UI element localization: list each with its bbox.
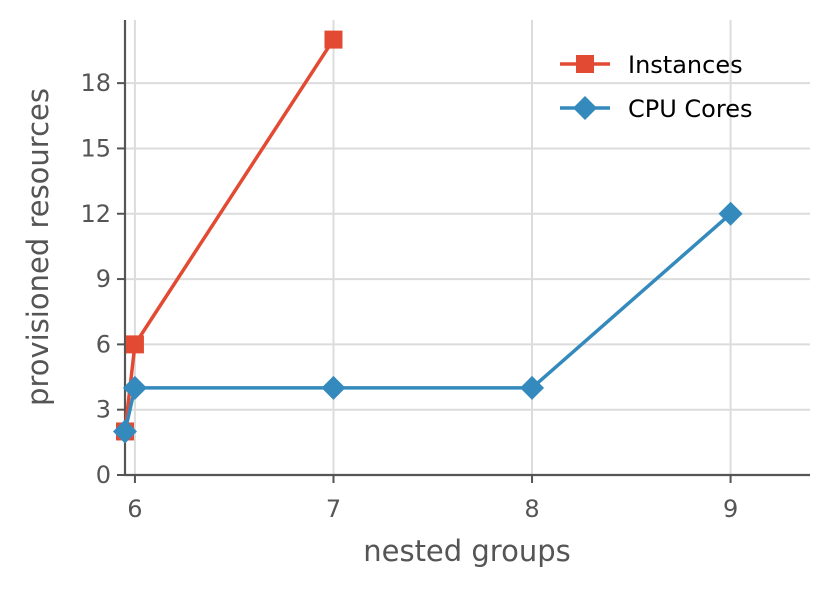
legend-entry-cpu-cores: CPU Cores [560, 95, 752, 123]
legend-entry-instances: Instances [560, 51, 743, 79]
x-tick-label: 7 [326, 495, 341, 523]
legend-label: Instances [628, 51, 743, 79]
cpu-cores-marker [113, 419, 137, 444]
grid [125, 20, 810, 475]
y-tick-label: 12 [80, 200, 111, 228]
y-tick-label: 18 [80, 69, 111, 97]
y-tick-label: 0 [96, 461, 111, 489]
x-tick-label: 8 [524, 495, 539, 523]
y-tick-label: 3 [96, 396, 111, 424]
y-axis-title: provisioned resources [21, 88, 55, 406]
cpu-cores-marker [321, 375, 346, 400]
legend-cpu-cores-marker [573, 96, 597, 120]
y-tick-label: 6 [96, 330, 111, 358]
cpu-cores-line [123, 212, 732, 432]
x-tick-label: 9 [723, 495, 738, 523]
legend-label: CPU Cores [628, 95, 752, 123]
cpu-cores-marker [520, 375, 545, 400]
instances-series [116, 30, 343, 441]
legend: Instances CPU Cores [560, 51, 752, 123]
cpu-cores-marker [718, 201, 743, 226]
x-axis-title: nested groups [363, 534, 571, 568]
y-tick-label: 15 [80, 134, 111, 162]
instances-line [123, 38, 335, 432]
legend-instances-marker [576, 55, 594, 73]
ticks: 0 3 6 9 12 15 18 6 7 8 9 [80, 69, 738, 523]
instances-marker [125, 335, 144, 354]
cpu-cores-marker [122, 375, 147, 400]
axes [123, 20, 810, 477]
series-layer [113, 30, 743, 444]
y-tick-label: 9 [96, 265, 111, 293]
x-tick-label: 6 [127, 495, 142, 523]
instances-marker [324, 30, 343, 49]
cpu-cores-series [113, 201, 743, 444]
